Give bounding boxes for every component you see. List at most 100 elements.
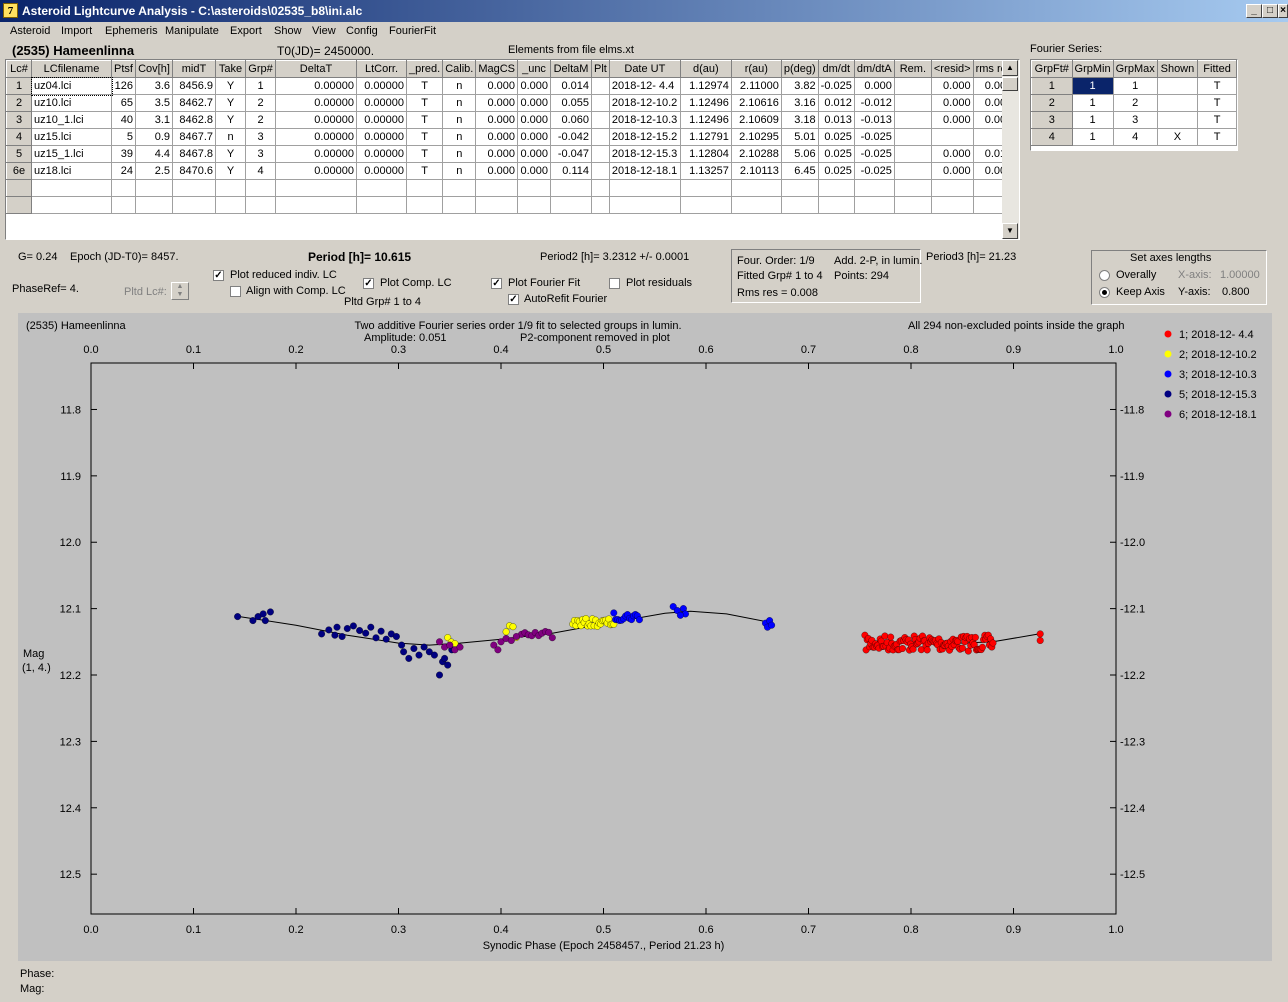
lc-col-header[interactable]: DeltaM bbox=[550, 60, 593, 78]
table-cell[interactable]: n bbox=[215, 128, 246, 146]
table-cell[interactable]: -0.047 bbox=[550, 145, 593, 163]
lc-col-header[interactable]: Lc# bbox=[6, 60, 32, 78]
lc-col-header[interactable]: _pred. bbox=[405, 60, 444, 78]
table-cell[interactable]: 2.5 bbox=[135, 162, 173, 180]
x-axis-value[interactable]: 1.00000 bbox=[1220, 269, 1260, 281]
table-cell[interactable] bbox=[893, 145, 932, 163]
table-cell[interactable]: 2018-12-15.3 bbox=[608, 145, 681, 163]
table-cell[interactable] bbox=[550, 179, 593, 197]
minimize-button[interactable]: _ bbox=[1246, 4, 1262, 18]
table-cell[interactable]: 0.000 bbox=[930, 111, 974, 129]
table-cell[interactable]: 2.10288 bbox=[730, 145, 782, 163]
table-cell[interactable]: 0.00000 bbox=[356, 162, 407, 180]
table-cell[interactable] bbox=[817, 179, 855, 197]
table-cell[interactable] bbox=[356, 179, 407, 197]
row-header[interactable]: 1 bbox=[6, 77, 32, 95]
row-header[interactable]: 5 bbox=[6, 145, 32, 163]
pltd-lc-spinner[interactable]: ▲ ▼ bbox=[171, 282, 189, 300]
row-header[interactable]: 2 bbox=[6, 94, 32, 112]
table-cell[interactable]: 0.013 bbox=[817, 111, 855, 129]
table-cell[interactable]: -0.042 bbox=[550, 128, 593, 146]
table-cell[interactable] bbox=[853, 179, 895, 197]
row-header[interactable]: 2 bbox=[1031, 94, 1073, 112]
table-cell[interactable]: 0.055 bbox=[550, 94, 593, 112]
table-cell[interactable] bbox=[930, 128, 974, 146]
keep-axis-radio[interactable] bbox=[1099, 287, 1110, 298]
table-cell[interactable]: 3.6 bbox=[135, 77, 173, 95]
table-cell[interactable] bbox=[245, 179, 276, 197]
plot-reduced-checkbox[interactable]: ✓ bbox=[213, 270, 224, 281]
table-cell[interactable]: 24 bbox=[111, 162, 136, 180]
maximize-button[interactable]: □ bbox=[1262, 4, 1278, 18]
table-cell[interactable]: 2018-12-18.1 bbox=[608, 162, 681, 180]
table-cell[interactable]: 0.025 bbox=[817, 128, 855, 146]
table-cell[interactable]: 1.12496 bbox=[679, 94, 732, 112]
table-cell[interactable]: 8467.7 bbox=[172, 128, 216, 146]
table-cell[interactable]: 8462.7 bbox=[172, 94, 216, 112]
table-cell[interactable]: 0.00000 bbox=[275, 128, 357, 146]
lc-col-header[interactable]: Date UT bbox=[608, 60, 681, 78]
row-header[interactable]: 3 bbox=[1031, 111, 1073, 129]
row-header[interactable]: 3 bbox=[6, 111, 32, 129]
table-cell[interactable] bbox=[475, 196, 519, 214]
table-cell[interactable]: 8462.8 bbox=[172, 111, 216, 129]
table-cell[interactable] bbox=[893, 77, 932, 95]
table-cell[interactable] bbox=[679, 196, 732, 214]
table-cell[interactable]: 0.000 bbox=[930, 94, 974, 112]
lc-col-header[interactable]: dm/dt bbox=[817, 60, 855, 78]
table-cell[interactable]: 0.000 bbox=[475, 77, 519, 95]
table-cell[interactable]: 2 bbox=[245, 111, 276, 129]
table-cell[interactable]: 0.000 bbox=[475, 162, 519, 180]
table-cell[interactable]: 0.00000 bbox=[356, 128, 407, 146]
table-cell[interactable]: 0.060 bbox=[550, 111, 593, 129]
table-cell[interactable]: 0.114 bbox=[550, 162, 593, 180]
y-axis-value[interactable]: 0.800 bbox=[1222, 286, 1250, 298]
table-cell[interactable]: 0.00000 bbox=[275, 162, 357, 180]
lc-col-header[interactable]: r(au) bbox=[730, 60, 782, 78]
table-cell[interactable] bbox=[1156, 94, 1199, 112]
table-cell[interactable]: T bbox=[405, 162, 444, 180]
fourier-col-header[interactable]: GrpFt# bbox=[1031, 60, 1073, 78]
scroll-down-icon[interactable]: ▼ bbox=[1002, 223, 1018, 239]
title-bar[interactable]: 7 Asteroid Lightcurve Analysis - C:\aste… bbox=[0, 0, 1288, 22]
table-cell[interactable] bbox=[930, 179, 974, 197]
table-cell[interactable]: 5.06 bbox=[780, 145, 819, 163]
fourier-col-header[interactable]: GrpMax bbox=[1112, 60, 1158, 78]
table-cell[interactable]: uz04.lci bbox=[30, 76, 113, 96]
close-button[interactable]: × bbox=[1278, 4, 1288, 18]
table-cell[interactable] bbox=[245, 196, 276, 214]
table-cell[interactable]: 2.10616 bbox=[730, 94, 782, 112]
table-cell[interactable]: n bbox=[442, 162, 477, 180]
table-cell[interactable]: 3 bbox=[1112, 111, 1158, 129]
table-cell[interactable]: 3 bbox=[245, 145, 276, 163]
table-cell[interactable]: 0.025 bbox=[817, 162, 855, 180]
table-cell[interactable]: -0.025 bbox=[817, 77, 855, 95]
scroll-up-icon[interactable]: ▲ bbox=[1002, 60, 1018, 76]
table-cell[interactable]: 0.000 bbox=[930, 145, 974, 163]
table-cell[interactable]: 0.000 bbox=[517, 145, 552, 163]
table-cell[interactable] bbox=[817, 196, 855, 214]
table-cell[interactable]: uz10.lci bbox=[31, 94, 112, 112]
table-cell[interactable] bbox=[475, 179, 519, 197]
table-cell[interactable] bbox=[517, 196, 552, 214]
table-cell[interactable]: T bbox=[405, 94, 444, 112]
table-cell[interactable]: 0.000 bbox=[930, 77, 974, 95]
table-cell[interactable]: 0.012 bbox=[817, 94, 855, 112]
table-cell[interactable] bbox=[893, 179, 932, 197]
table-cell[interactable] bbox=[591, 196, 610, 214]
align-checkbox[interactable] bbox=[230, 286, 241, 297]
plot-comp-checkbox[interactable]: ✓ bbox=[363, 278, 374, 289]
lc-col-header[interactable]: LtCorr. bbox=[356, 60, 407, 78]
table-cell[interactable]: 0.000 bbox=[517, 94, 552, 112]
table-cell[interactable]: 8467.8 bbox=[172, 145, 216, 163]
table-cell[interactable]: 3.16 bbox=[780, 94, 819, 112]
table-cell[interactable]: 1 bbox=[1071, 94, 1114, 112]
menu-asteroid[interactable]: Asteroid bbox=[10, 25, 51, 37]
table-cell[interactable]: 5 bbox=[111, 128, 136, 146]
table-cell[interactable]: 1.12791 bbox=[679, 128, 732, 146]
table-cell[interactable]: 2.10609 bbox=[730, 111, 782, 129]
fourier-col-header[interactable]: GrpMin bbox=[1071, 60, 1114, 78]
table-cell[interactable]: 0.025 bbox=[817, 145, 855, 163]
table-cell[interactable]: T bbox=[405, 128, 444, 146]
lc-col-header[interactable]: Ptsf bbox=[111, 60, 136, 78]
